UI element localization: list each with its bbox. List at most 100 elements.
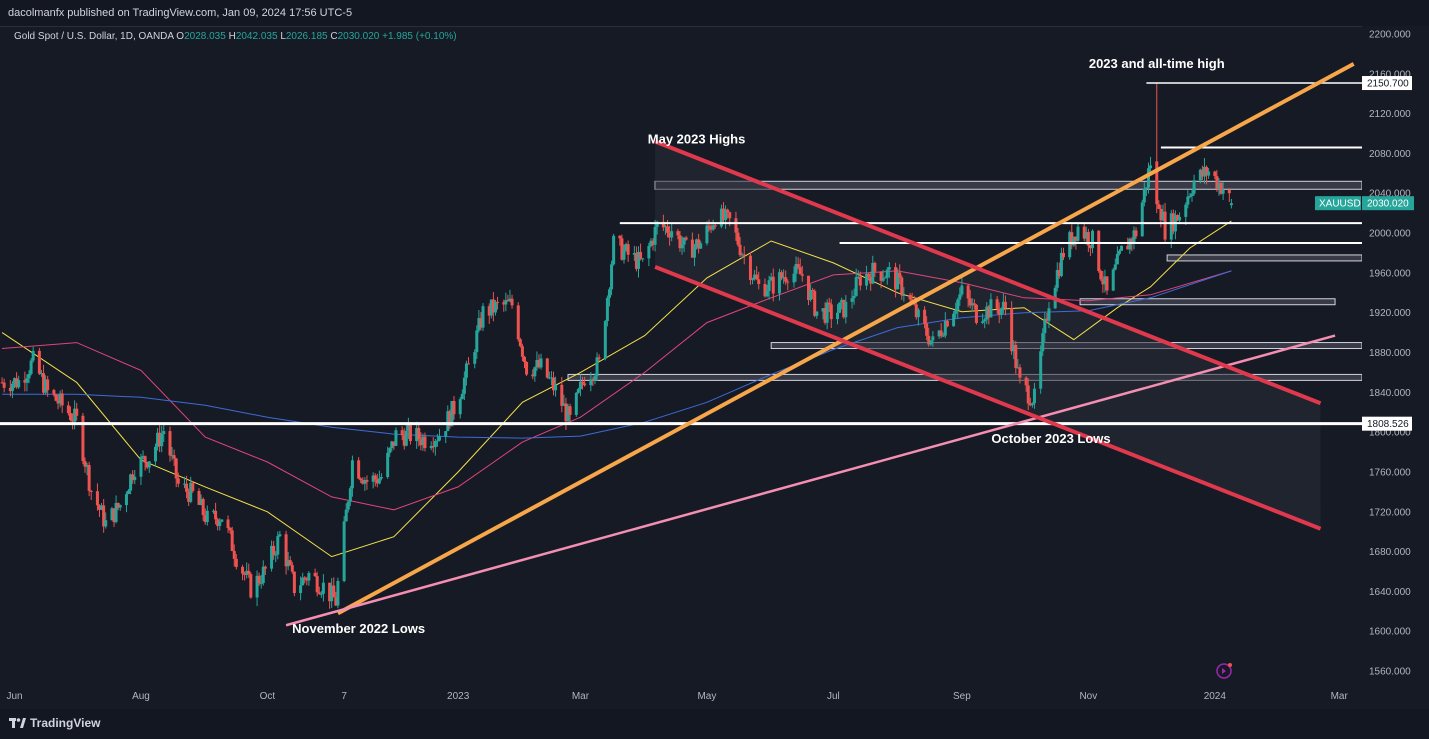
candle-body [1130, 238, 1134, 243]
candle-body [216, 519, 220, 526]
moving-averages-layer [1, 220, 1232, 558]
trendline[interactable] [654, 139, 1322, 406]
candle-body [581, 381, 585, 384]
candle-body [1178, 216, 1182, 221]
candle-body [158, 432, 162, 447]
candle-body [303, 577, 307, 580]
candle-body [1111, 269, 1115, 291]
candle-body [578, 381, 582, 390]
ma-100-line [2, 270, 1232, 511]
candle-body [112, 508, 116, 523]
candle-body [782, 277, 786, 279]
candle-body [784, 277, 788, 282]
candle-body [666, 226, 670, 233]
candle-body [510, 298, 514, 306]
candle-body [1213, 171, 1217, 177]
candle-body [104, 520, 108, 527]
candle-body [56, 400, 60, 404]
candle-body [840, 299, 844, 303]
candle-body [189, 482, 193, 502]
candle-body [39, 373, 43, 375]
candle-body [796, 264, 800, 268]
last-price-label: 2030.020 [1367, 199, 1409, 210]
candle-body [37, 350, 41, 374]
candle-body [983, 319, 987, 322]
candle-body [854, 277, 858, 296]
candle-body [44, 379, 48, 393]
candle-body [763, 283, 767, 297]
candle-body [270, 545, 274, 569]
candle-body [214, 510, 218, 520]
candle-body [724, 209, 728, 221]
candle-body [547, 377, 551, 379]
candle-body [632, 253, 636, 255]
candle-body [690, 239, 694, 258]
candle-body [531, 374, 535, 377]
candle-body [713, 225, 717, 227]
candle-body [15, 378, 19, 388]
candle-body [960, 285, 964, 295]
y-tick-label: 1920.000 [1369, 308, 1411, 319]
y-tick-label: 2200.000 [1369, 29, 1411, 40]
candle-body [1103, 276, 1107, 285]
candle-body [276, 536, 280, 555]
candle-body [1055, 270, 1059, 288]
x-tick-label: 2024 [1204, 691, 1227, 702]
candle-body [153, 446, 157, 462]
candle-body [1097, 230, 1101, 271]
candle-body [87, 465, 91, 491]
y-tick-label: 2040.000 [1369, 189, 1411, 200]
close-label: C [330, 31, 338, 42]
candle-body [682, 237, 686, 245]
trendline[interactable] [654, 265, 1322, 531]
candle-body [1134, 230, 1138, 237]
price-chart[interactable]: 2023 and all-time high May 2023 Highs Octo… [0, 26, 1429, 709]
channel-fill-layer [655, 141, 1321, 529]
candle-body [566, 406, 570, 422]
support-resistance-zone [1079, 298, 1336, 306]
candle-body [255, 575, 259, 598]
candle-body [678, 235, 682, 249]
candle-body [612, 235, 616, 265]
candle-body [533, 367, 537, 377]
candle-body [1082, 226, 1086, 239]
candle-body [292, 571, 296, 594]
candle-body [813, 291, 817, 316]
candle-body [1146, 168, 1150, 188]
x-tick-label: Oct [260, 691, 276, 702]
candle-body [885, 269, 889, 278]
candle-body [869, 276, 873, 284]
candle-body [589, 379, 593, 386]
candle-body [742, 254, 746, 256]
candle-body [945, 320, 949, 327]
candle-body [147, 461, 151, 468]
candle-body [272, 545, 276, 555]
candle-body [989, 299, 993, 318]
candle-body [1205, 166, 1209, 176]
candle-body [1026, 385, 1030, 404]
candle-body [549, 377, 553, 379]
candle-body [1074, 236, 1078, 241]
candle-body [1024, 377, 1028, 386]
candle-body [1072, 236, 1076, 246]
open-label: O [176, 31, 185, 42]
tradingview-logo[interactable]: TradingView [9, 716, 100, 730]
candle-body [767, 280, 771, 291]
candle-body [1045, 318, 1049, 321]
candle-body [263, 566, 267, 569]
candle-body [981, 321, 985, 323]
trendline[interactable] [336, 62, 1355, 616]
candle-body [89, 490, 93, 492]
candle-body [595, 357, 599, 377]
candle-body [168, 431, 172, 456]
trendline[interactable] [285, 334, 1336, 627]
y-tick-label: 1760.000 [1369, 467, 1411, 478]
replay-icon[interactable] [1216, 663, 1232, 679]
candle-body [873, 262, 877, 272]
ma-50-line [1, 220, 1232, 558]
candle-body [288, 560, 292, 565]
candle-body [554, 384, 558, 391]
candle-body [634, 253, 638, 269]
x-tick-label: 2023 [447, 691, 470, 702]
candle-body [522, 356, 526, 362]
